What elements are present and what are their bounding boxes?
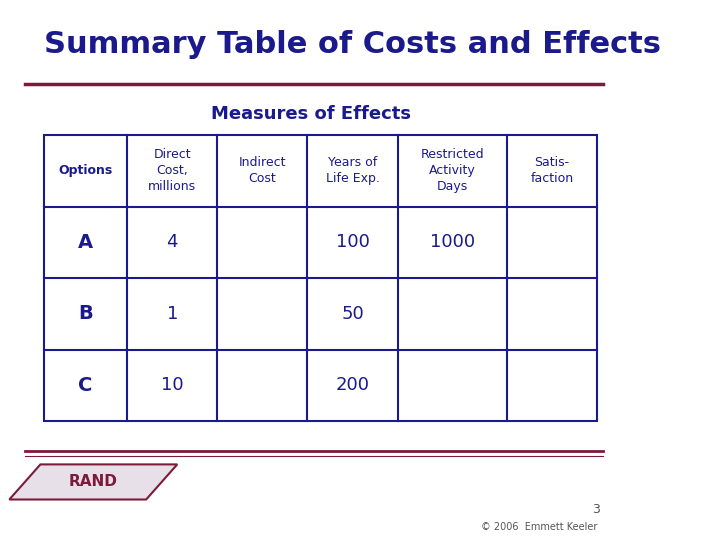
Text: B: B bbox=[78, 305, 93, 323]
Text: 100: 100 bbox=[336, 233, 369, 251]
Text: Measures of Effects: Measures of Effects bbox=[211, 105, 411, 123]
Text: 1: 1 bbox=[166, 305, 178, 323]
Text: Options: Options bbox=[58, 164, 112, 177]
Text: Restricted
Activity
Days: Restricted Activity Days bbox=[420, 148, 484, 193]
Text: 50: 50 bbox=[341, 305, 364, 323]
Polygon shape bbox=[9, 464, 177, 500]
Text: Satis-
faction: Satis- faction bbox=[531, 156, 574, 185]
Text: C: C bbox=[78, 376, 93, 395]
Text: 10: 10 bbox=[161, 376, 184, 394]
Text: Direct
Cost,
millions: Direct Cost, millions bbox=[148, 148, 197, 193]
Bar bbox=[43, 135, 597, 421]
Text: Years of
Life Exp.: Years of Life Exp. bbox=[325, 156, 379, 185]
Text: Summary Table of Costs and Effects: Summary Table of Costs and Effects bbox=[43, 30, 660, 59]
Text: 3: 3 bbox=[593, 503, 600, 516]
Text: 200: 200 bbox=[336, 376, 369, 394]
Text: 4: 4 bbox=[166, 233, 178, 251]
Text: 1000: 1000 bbox=[430, 233, 474, 251]
Text: Indirect
Cost: Indirect Cost bbox=[238, 156, 286, 185]
Text: © 2006  Emmett Keeler: © 2006 Emmett Keeler bbox=[481, 522, 597, 532]
Text: RAND: RAND bbox=[69, 475, 118, 489]
Text: A: A bbox=[78, 233, 93, 252]
